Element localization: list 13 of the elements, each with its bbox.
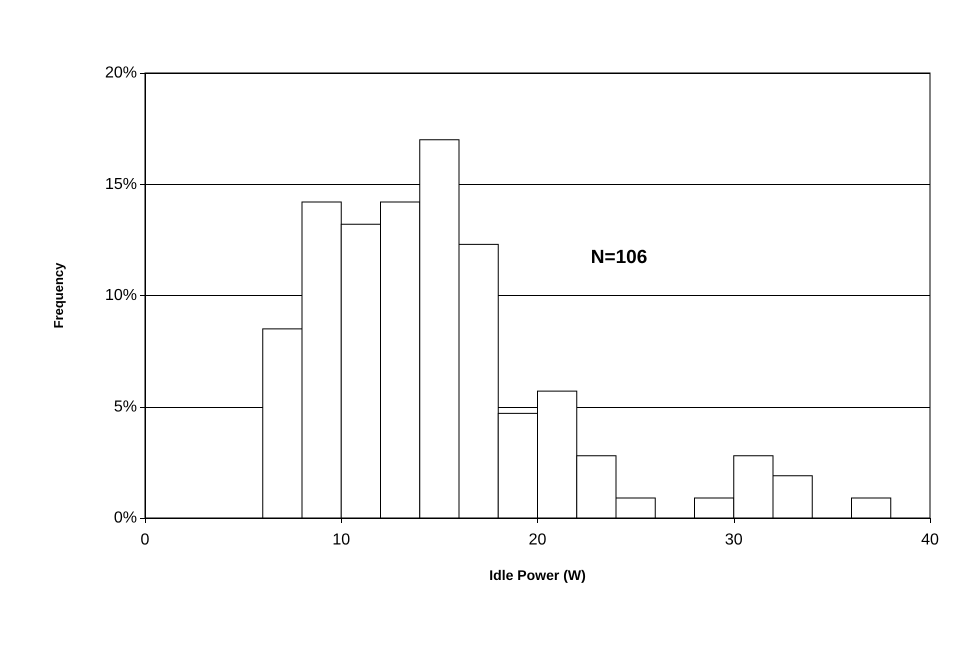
y-tick-label: 0% — [114, 510, 137, 526]
x-tick-label: 0 — [140, 532, 150, 548]
y-axis-title: Frequency — [51, 262, 66, 328]
x-tick-label: 40 — [921, 532, 939, 548]
y-tick-label: 10% — [104, 287, 137, 304]
annotation: N=106 — [590, 247, 648, 268]
x-axis-title: Idle Power (W) — [489, 567, 586, 583]
y-tick-label: 20% — [104, 64, 137, 82]
x-tick-label: 10 — [332, 532, 350, 548]
y-tick-label: 5% — [114, 398, 137, 416]
y-tick-label: 15% — [104, 176, 137, 193]
x-tick-label: 30 — [724, 532, 743, 548]
x-tick-label: 20 — [528, 532, 546, 548]
